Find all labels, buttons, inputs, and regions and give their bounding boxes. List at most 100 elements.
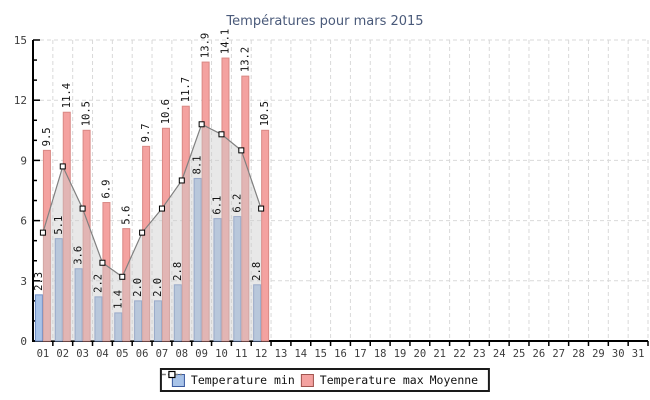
y-tick-label: 15 — [14, 34, 27, 47]
x-tick-label: 03 — [76, 348, 89, 360]
x-tick-label: 25 — [513, 348, 526, 360]
bar-value-label: 2.0 — [152, 278, 164, 297]
legend-item-temperature-min: Temperature min — [171, 373, 295, 387]
moyenne-marker — [79, 205, 86, 212]
bar-value-label: 5.1 — [53, 216, 65, 235]
bar-value-label: 1.4 — [112, 290, 124, 309]
bar-temperature-min — [233, 216, 242, 342]
bar-value-label: 11.7 — [180, 77, 192, 102]
x-tick-label: 20 — [414, 348, 427, 360]
x-tick-label: 14 — [294, 348, 307, 360]
bar-temperature-max — [201, 61, 210, 342]
x-tick-label: 22 — [453, 348, 466, 360]
x-tick-label: 12 — [255, 348, 268, 360]
x-tick-label: 16 — [334, 348, 347, 360]
bar-temperature-max — [82, 129, 91, 342]
moyenne-marker — [99, 259, 106, 266]
x-tick-label: 28 — [572, 348, 585, 360]
moyenne-line — [42, 123, 262, 278]
y-tick-label: 12 — [14, 94, 27, 107]
bar-temperature-max — [261, 129, 270, 342]
bar-value-label: 11.4 — [61, 83, 73, 108]
bar-value-label: 2.3 — [33, 272, 45, 291]
bar-temperature-max — [161, 127, 170, 342]
x-tick-label: 01 — [37, 348, 50, 360]
bar-value-label: 10.5 — [81, 101, 93, 126]
x-tick-label: 08 — [175, 348, 188, 360]
x-tick-label: 27 — [552, 348, 565, 360]
chart-legend: Temperature min Temperature max Moyenne — [159, 368, 491, 392]
legend-label-temperature-min: Temperature min — [190, 373, 295, 387]
moyenne-line-marker-icon — [161, 370, 182, 379]
bar-temperature-max — [181, 105, 190, 342]
legend-label-moyenne: Moyenne — [429, 373, 479, 387]
moyenne-marker — [238, 147, 245, 154]
moyenne-area — [42, 124, 262, 341]
moyenne-marker — [178, 177, 185, 184]
bar-value-label: 5.6 — [120, 206, 132, 225]
bar-value-label: 2.8 — [172, 262, 184, 281]
x-tick-label: 04 — [96, 348, 109, 360]
x-tick-label: 15 — [314, 348, 327, 360]
bar-temperature-min — [193, 177, 202, 342]
legend-label-temperature-max: Temperature max — [319, 373, 424, 387]
moyenne-marker — [139, 229, 146, 236]
y-tick-label: 0 — [20, 335, 27, 348]
moyenne-marker — [119, 273, 126, 280]
bar-temperature-min — [74, 268, 83, 342]
moyenne-marker — [218, 131, 225, 138]
x-tick-label: 17 — [354, 348, 367, 360]
x-tick-label: 30 — [612, 348, 625, 360]
bar-temperature-min — [94, 296, 103, 342]
x-tick-label: 19 — [394, 348, 407, 360]
bar-value-label: 9.7 — [140, 123, 152, 142]
x-tick-label: 06 — [136, 348, 149, 360]
chart-title: Températures pour mars 2015 — [226, 14, 424, 29]
y-tick-label: 9 — [20, 154, 27, 167]
bar-temperature-min — [213, 218, 222, 342]
x-tick-label: 13 — [275, 348, 288, 360]
bar-value-label: 10.5 — [259, 101, 271, 126]
bar-temperature-max — [221, 57, 230, 342]
x-tick-label: 02 — [56, 348, 69, 360]
bar-value-label: 9.5 — [41, 127, 53, 146]
x-tick-label: 07 — [156, 348, 169, 360]
bar-value-label: 10.6 — [160, 99, 172, 124]
x-tick-label: 11 — [235, 348, 248, 360]
bar-value-label: 3.6 — [73, 246, 85, 265]
bar-temperature-min — [54, 238, 63, 342]
moyenne-marker — [258, 205, 265, 212]
bar-temperature-max — [142, 145, 151, 342]
bar-value-label: 14.1 — [219, 29, 231, 54]
moyenne-marker — [198, 121, 205, 128]
bar-temperature-min — [114, 312, 123, 342]
bar-temperature-max — [102, 202, 111, 342]
bar-temperature-min — [253, 284, 262, 342]
moyenne-marker — [59, 163, 66, 170]
y-tick-label: 3 — [20, 275, 27, 288]
bar-value-label: 13.9 — [200, 33, 212, 58]
y-tick-label: 6 — [20, 215, 27, 228]
x-tick-label: 09 — [195, 348, 208, 360]
x-tick-label: 23 — [473, 348, 486, 360]
bar-value-label: 8.1 — [192, 155, 204, 174]
bar-temperature-max — [42, 149, 51, 342]
moyenne-marker — [39, 229, 46, 236]
moyenne-marker — [158, 205, 165, 212]
bar-value-label: 6.1 — [211, 196, 223, 215]
x-tick-label: 26 — [533, 348, 546, 360]
legend-item-temperature-max: Temperature max — [300, 373, 424, 387]
bar-value-label: 2.0 — [132, 278, 144, 297]
bar-temperature-min — [134, 300, 143, 342]
x-tick-label: 24 — [493, 348, 506, 360]
bar-temperature-max — [62, 111, 71, 342]
temperature-max-swatch-icon — [300, 373, 314, 387]
x-tick-label: 31 — [632, 348, 645, 360]
x-tick-label: 29 — [592, 348, 605, 360]
x-tick-label: 18 — [374, 348, 387, 360]
legend-item-moyenne: Moyenne — [161, 370, 479, 387]
x-tick-label: 05 — [116, 348, 129, 360]
bar-value-label: 2.8 — [251, 262, 263, 281]
